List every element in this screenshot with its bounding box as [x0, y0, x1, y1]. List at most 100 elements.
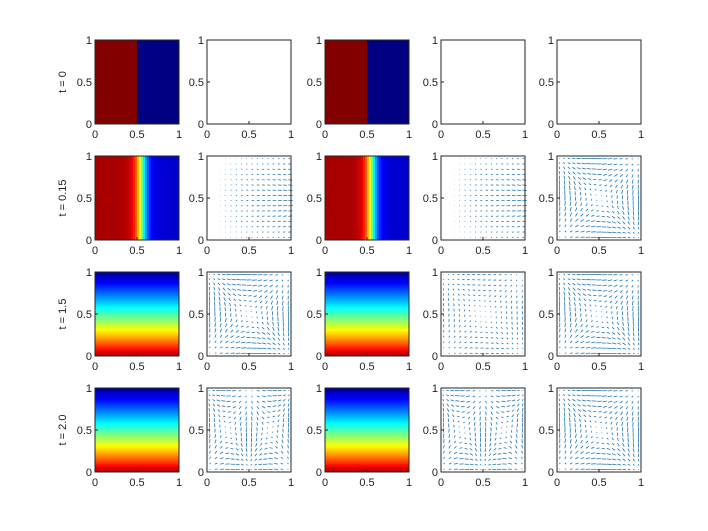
heatmap-cell: [173, 120, 176, 123]
x-tick-label: 1: [288, 129, 294, 141]
heatmap-cell: [153, 116, 156, 119]
heatmap-cell: [353, 78, 356, 81]
heatmap-cell: [149, 118, 152, 121]
row-label: t = 0: [57, 71, 69, 93]
heatmap-cell: [119, 78, 122, 81]
heatmap-cell: [339, 44, 342, 47]
heatmap-cell: [133, 108, 136, 111]
heatmap-cell: [327, 108, 330, 111]
heatmap-cell: [159, 60, 162, 63]
heatmap-cell: [357, 116, 360, 119]
heatmap-cell: [123, 52, 126, 55]
heatmap-cell: [147, 42, 150, 45]
heatmap-cell: [131, 60, 134, 63]
heatmap-cell: [349, 52, 352, 55]
heatmap-cell: [151, 92, 154, 95]
heatmap-cell: [163, 116, 166, 119]
heatmap-cell: [105, 86, 108, 89]
heatmap-cell: [353, 80, 356, 83]
axes-frame: [556, 39, 642, 125]
heatmap-cell: [175, 102, 178, 105]
heatmap-cell: [133, 112, 136, 115]
heatmap-cell: [343, 52, 346, 55]
heatmap-cell: [107, 108, 110, 111]
heatmap-cell: [143, 70, 146, 73]
heatmap-cell: [165, 94, 168, 97]
heatmap-cell: [151, 94, 154, 97]
heatmap-cell: [113, 76, 116, 79]
heatmap-cell: [139, 82, 142, 85]
heatmap-cell: [145, 80, 148, 83]
heatmap-cell: [115, 74, 118, 77]
heatmap-cell: [361, 92, 364, 95]
heatmap-cell: [349, 96, 352, 99]
heatmap-cell: [349, 44, 352, 47]
heatmap-cell: [99, 62, 102, 65]
heatmap-cell: [119, 44, 122, 47]
heatmap-cell: [359, 102, 362, 105]
heatmap-cell: [117, 64, 120, 67]
heatmap-cell: [105, 56, 108, 59]
heatmap-cell: [359, 52, 362, 55]
heatmap-cell: [335, 116, 338, 119]
heatmap-cell: [113, 84, 116, 87]
heatmap-cell: [343, 100, 346, 103]
heatmap-cell: [359, 120, 362, 123]
heatmap-cell: [155, 50, 158, 53]
heatmap-cell: [127, 92, 130, 95]
heatmap-cell: [95, 66, 98, 69]
heatmap-cell: [107, 56, 110, 59]
heatmap-cell: [117, 76, 120, 79]
heatmap-cell: [123, 68, 126, 71]
heatmap-cell: [119, 118, 122, 121]
heatmap-cell: [111, 78, 114, 81]
heatmap-cell: [127, 70, 130, 73]
heatmap-cell: [115, 70, 118, 73]
heatmap-cell: [127, 80, 130, 83]
heatmap-cell: [347, 108, 350, 111]
heatmap-cell: [117, 66, 120, 69]
heatmap-cell: [95, 86, 98, 89]
heatmap-cell: [161, 46, 164, 49]
heatmap-cell: [169, 90, 172, 93]
heatmap-cell: [133, 100, 136, 103]
heatmap-cell: [121, 62, 124, 65]
heatmap-cell: [325, 54, 328, 57]
heatmap-cell: [131, 108, 134, 111]
heatmap-cell: [151, 78, 154, 81]
heatmap-cell: [337, 52, 340, 55]
heatmap-cell: [349, 78, 352, 81]
heatmap-cell: [341, 66, 344, 69]
heatmap-cell: [147, 102, 150, 105]
heatmap-cell: [153, 118, 156, 121]
heatmap-cell: [127, 46, 130, 49]
heatmap-cell: [101, 102, 104, 105]
heatmap-cell: [329, 92, 332, 95]
heatmap-cell: [161, 88, 164, 91]
heatmap-cell: [341, 84, 344, 87]
heatmap-cell: [125, 64, 128, 67]
heatmap-cell: [329, 98, 332, 101]
heatmap-cell: [169, 110, 172, 113]
heatmap-cell: [117, 54, 120, 57]
y-tick-label: 0.5: [189, 77, 204, 89]
heatmap-cell: [149, 76, 152, 79]
heatmap-cell: [125, 84, 128, 87]
heatmap-cell: [97, 40, 100, 43]
heatmap-cell: [113, 78, 116, 81]
heatmap-cell: [153, 68, 156, 71]
heatmap-cell: [345, 80, 348, 83]
heatmap-cell: [167, 82, 170, 85]
heatmap-cell: [343, 80, 346, 83]
heatmap-cell: [107, 112, 110, 115]
heatmap-cell: [171, 70, 174, 73]
heatmap-cell: [111, 42, 114, 45]
heatmap-cell: [111, 66, 114, 69]
heatmap-cell: [147, 44, 150, 47]
heatmap-cell: [147, 78, 150, 81]
heatmap-cell: [147, 62, 150, 65]
heatmap-cell: [97, 94, 100, 97]
heatmap-cell: [333, 48, 336, 51]
heatmap-cell: [161, 112, 164, 115]
x-tick-label: 0: [322, 129, 328, 141]
